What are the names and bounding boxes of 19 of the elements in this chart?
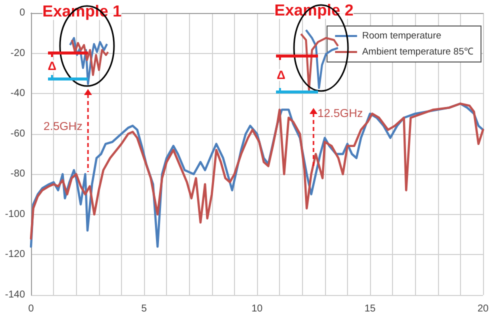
x-tick-label: 5	[141, 304, 148, 314]
x-tick-label: 10	[251, 304, 263, 314]
y-tick-label: -80	[10, 168, 26, 180]
x-tick-label: 20	[477, 304, 489, 314]
annotation: Δ	[276, 68, 286, 82]
y-tick-label: -20	[10, 48, 26, 59]
y-tick-label: -120	[4, 249, 26, 260]
x-tick-label: 0	[28, 304, 34, 314]
y-tick-label: -100	[4, 208, 26, 220]
x-tick-label: 15	[364, 304, 376, 314]
annotation: 12.5GHz	[318, 108, 364, 120]
legend-label: Room temperature	[362, 30, 442, 42]
y-tick-label: -140	[4, 290, 26, 300]
y-tick-label: -40	[10, 88, 26, 100]
annotation: Δ	[48, 59, 57, 73]
y-tick-label: 0	[19, 8, 26, 18]
annotation: 2.5GHz	[44, 121, 83, 133]
y-tick-label: -60	[10, 128, 26, 140]
legend-label: Ambient temperature 85℃	[362, 46, 474, 58]
